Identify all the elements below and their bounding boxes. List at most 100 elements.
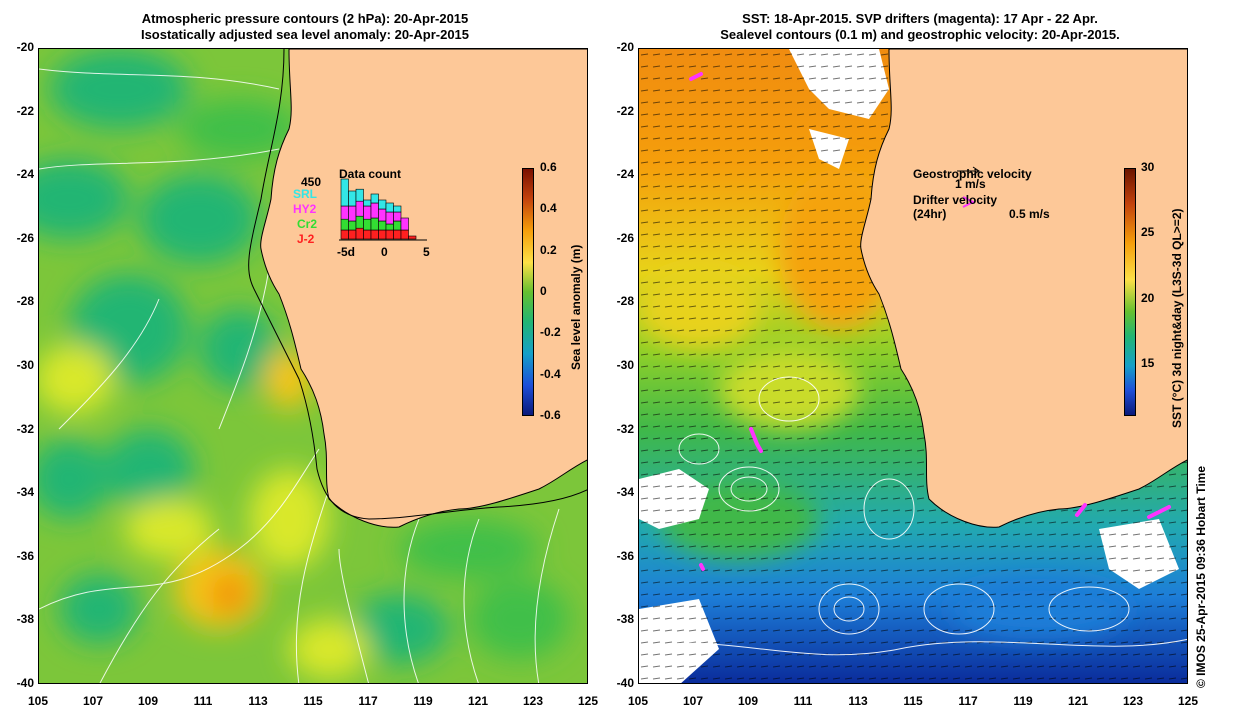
data-count-bar-segment: [400, 229, 409, 240]
data-count-inset: [339, 178, 427, 241]
sea-level-colorbar: [522, 168, 534, 416]
data-count-bar-segment: [385, 211, 394, 225]
data-count-bar-segment: [385, 223, 394, 231]
drifter-velocity-period: (24hr): [913, 207, 947, 221]
longitude-tick: 121: [467, 694, 489, 708]
data-count-bar-segment: [340, 178, 349, 207]
longitude-tick: 115: [303, 694, 323, 708]
latitude-tick: -36: [16, 548, 34, 563]
longitude-tick: 113: [248, 694, 268, 708]
colorbar-tick: -0.6: [540, 408, 561, 422]
geostrophic-scale-arrow: [957, 166, 980, 176]
data-count-bar-segment: [393, 205, 402, 213]
latitude-tick: -40: [16, 676, 34, 690]
data-count-bar-segment: [400, 217, 409, 231]
latitude-tick: -26: [616, 230, 634, 245]
colorbar-tick: 25: [1141, 225, 1155, 240]
data-count-bar-segment: [363, 218, 372, 231]
data-count-xtick-start: -5d: [337, 245, 355, 259]
drifter-scale-arrow: [962, 196, 976, 208]
geostrophic-scale-label: 1 m/s: [955, 177, 986, 191]
sst-colorbar-title: SST (°C) 3d night&day (L3S-3d QL>=2): [1170, 208, 1184, 429]
pressure-contours: [39, 68, 560, 683]
data-count-bar-segment: [355, 227, 364, 240]
drifter-scale-label: 0.5 m/s: [1009, 207, 1050, 221]
australia-landmass: [860, 49, 1187, 528]
data-count-bar-segment: [370, 193, 379, 204]
colorbar-tick: -0.4: [540, 366, 561, 381]
data-count-bar-segment: [385, 202, 394, 213]
longitude-tick: 107: [82, 694, 104, 708]
australia-landmass: [260, 49, 587, 528]
data-count-bar-segment: [378, 199, 387, 210]
left-title-line1: Atmospheric pressure contours (2 hPa): 2…: [141, 11, 469, 26]
data-count-title: Data count: [339, 167, 402, 181]
data-count-bar-segment: [340, 205, 349, 220]
longitude-tick: 119: [1013, 694, 1033, 708]
colorbar-tick: 0.4: [540, 201, 557, 216]
right-title-line1: SST: 18-Apr-2015. SVP drifters (magenta)…: [742, 11, 1098, 26]
data-count-bar-segment: [378, 208, 387, 222]
longitude-tick: 121: [1067, 694, 1089, 708]
longitude-tick: 113: [848, 694, 868, 708]
satellite-label-cr2: Cr2: [297, 217, 318, 231]
colorbar-tick: 20: [1141, 290, 1155, 305]
latitude-tick: -32: [16, 421, 34, 436]
sst-colorbar: [1124, 168, 1136, 416]
latitude-tick: -34: [16, 485, 34, 500]
longitude-tick: 125: [1177, 694, 1199, 708]
data-count-bar-segment: [348, 220, 357, 231]
latitude-tick: -38: [16, 612, 34, 627]
longitude-tick: 123: [1122, 694, 1144, 708]
drifter-velocity-label: Drifter velocity: [913, 193, 998, 207]
data-count-bar-segment: [355, 215, 364, 229]
longitude-tick: 115: [903, 694, 923, 708]
left-title-line2: Isostatically adjusted sea level anomaly…: [140, 27, 470, 42]
data-count-xtick-zero: 0: [381, 245, 388, 259]
sea-level-map-canvas: [39, 49, 587, 683]
latitude-tick: -20: [16, 40, 34, 54]
longitude-tick: 105: [627, 694, 649, 708]
data-count-bar-segment: [385, 229, 394, 240]
sealevel-contours: [639, 376, 1187, 656]
longitude-tick: 119: [413, 694, 433, 708]
data-count-bar-segment: [340, 229, 349, 240]
sst-map: Geostrophic velocity 1 m/s Drifter veloc…: [638, 48, 1188, 684]
data-count-bar-segment: [378, 229, 387, 240]
data-count-max: 450: [301, 175, 322, 189]
data-count-bar-segment: [393, 211, 402, 222]
data-count-bar-segment: [340, 218, 349, 231]
data-count-bar-segment: [355, 200, 364, 217]
sea-level-colorbar-title: Sea level anomaly (m): [569, 244, 583, 370]
longitude-tick: 109: [737, 694, 759, 708]
latitude-tick: -38: [616, 612, 634, 627]
longitude-tick: 111: [193, 694, 213, 708]
colorbar-tick: 15: [1141, 355, 1155, 370]
longitude-tick: 125: [577, 694, 599, 708]
data-count-bar-segment: [355, 188, 364, 202]
latitude-tick: -24: [616, 167, 634, 182]
satellite-label-srl: SRL: [293, 187, 317, 201]
sst-map-canvas: [639, 49, 1187, 683]
sea-level-anomaly-map: 450 Data count SRL HY2 Cr2 J-2 -5d 0 5: [38, 48, 588, 684]
latitude-tick: -40: [616, 676, 634, 690]
latitude-tick: -36: [616, 548, 634, 563]
latitude-tick: -24: [16, 167, 34, 182]
longitude-tick: 123: [522, 694, 544, 708]
data-count-bar-segment: [393, 220, 402, 231]
data-count-bar-segment: [370, 217, 379, 231]
colorbar-tick: 0.2: [540, 242, 557, 257]
latitude-tick: -30: [16, 358, 34, 372]
longitude-tick: 117: [358, 694, 378, 708]
latitude-tick: -34: [616, 485, 634, 500]
right-map-title: SST: 18-Apr-2015. SVP drifters (magenta)…: [640, 11, 1200, 43]
colorbar-tick: -0.2: [540, 325, 561, 340]
right-title-line2: Sealevel contours (0.1 m) and geostrophi…: [720, 27, 1120, 42]
colorbar-tick: 30: [1141, 160, 1155, 174]
data-count-bar-segment: [393, 229, 402, 240]
colorbar-tick: 0.6: [540, 160, 557, 174]
latitude-tick: -22: [16, 103, 34, 118]
data-count-bar-segment: [370, 202, 379, 219]
satellite-label-j2: J-2: [297, 232, 315, 246]
data-count-bar-segment: [378, 220, 387, 231]
